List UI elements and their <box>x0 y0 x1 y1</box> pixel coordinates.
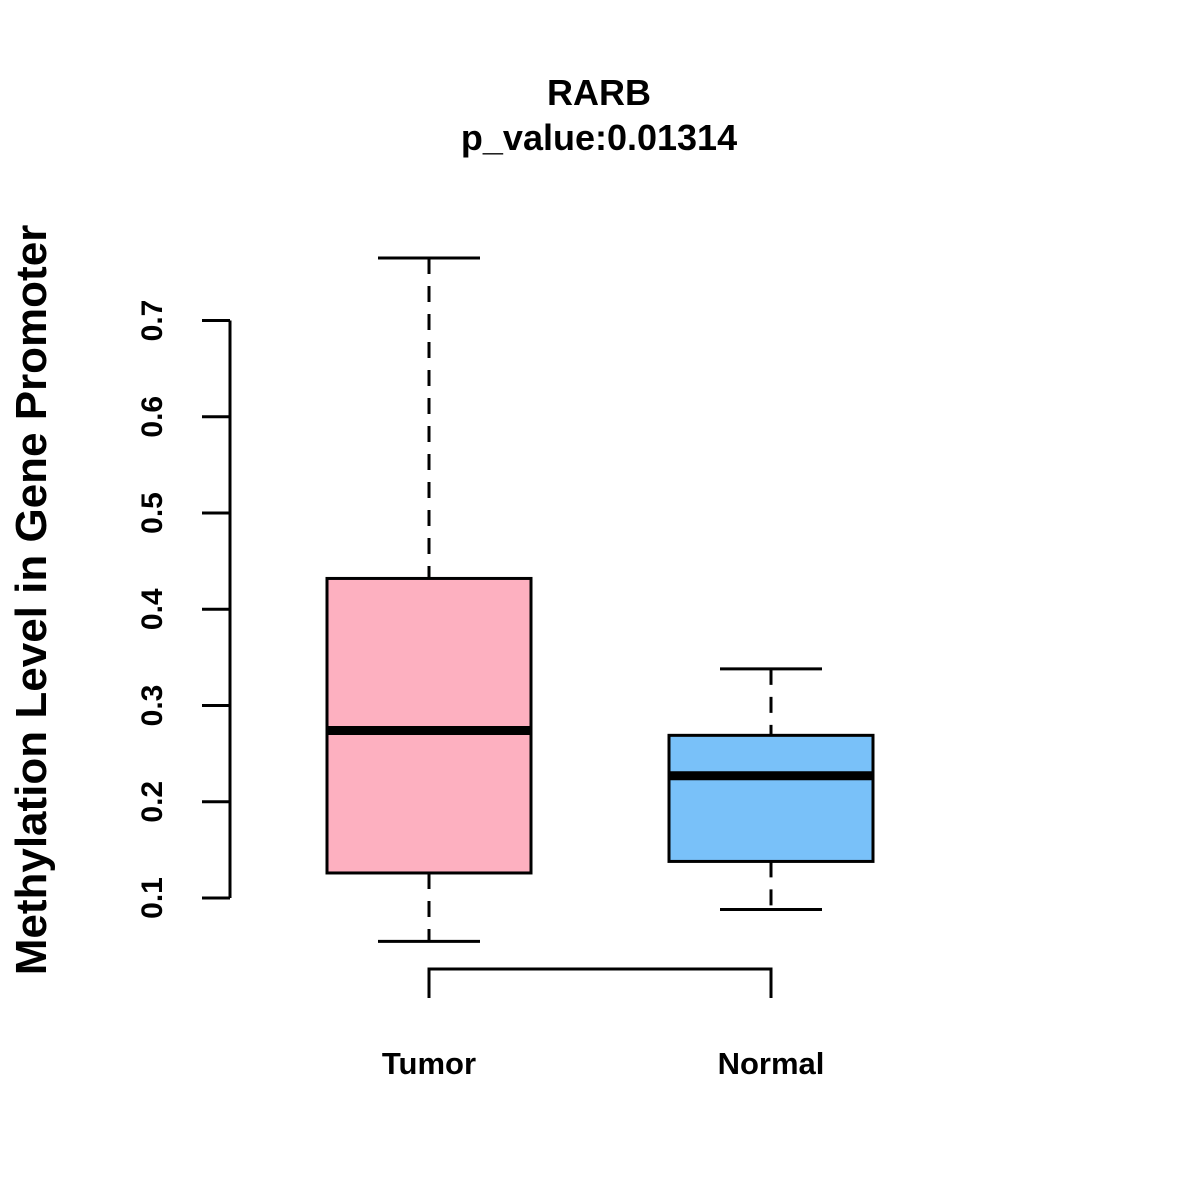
x-tick-label-tumor: Tumor <box>382 1046 476 1081</box>
y-axis: 0.1 0.2 0.3 0.4 0.5 0.6 0.7 <box>136 300 232 919</box>
box-iqr <box>667 733 875 863</box>
y-tick-label: 0.3 <box>136 685 169 727</box>
y-tick-label: 0.6 <box>136 396 169 438</box>
chart-title: RARB <box>547 72 651 113</box>
chart-subtitle: p_value:0.01314 <box>461 117 737 158</box>
bracket-line <box>427 967 773 998</box>
y-tick-label: 0.7 <box>136 300 169 342</box>
y-tick-label: 0.1 <box>136 877 169 919</box>
comparison-bracket <box>427 967 773 998</box>
y-tick-label: 0.5 <box>136 492 169 534</box>
y-axis-label: Methylation Level in Gene Promoter <box>7 225 56 976</box>
boxes-layer <box>325 256 875 943</box>
box-iqr <box>325 576 533 875</box>
y-tick-label: 0.4 <box>136 588 169 630</box>
x-axis-labels: Tumor Normal <box>382 1046 824 1081</box>
box-tumor <box>325 256 533 943</box>
box-normal <box>667 667 875 912</box>
x-tick-label-normal: Normal <box>718 1046 825 1081</box>
y-tick-label: 0.2 <box>136 781 169 823</box>
